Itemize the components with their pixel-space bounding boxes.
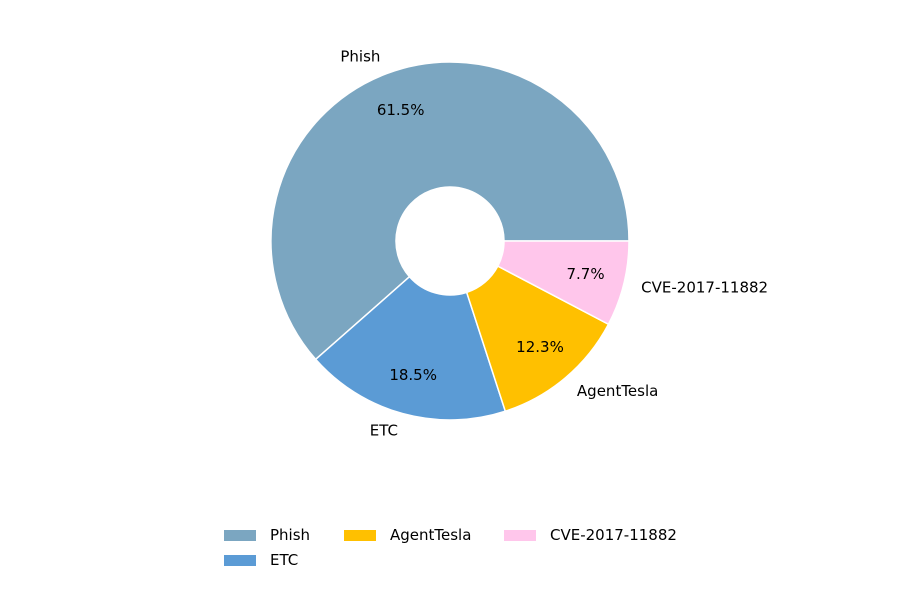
legend-swatch [344,529,376,541]
legend-item-etc: ETC [224,551,344,569]
pie-labels: Phish 61.5% ETC 18.5% AgentTesla 12.3% CVE-201… [340,47,768,439]
legend-swatch [224,529,256,541]
pie-slice-agenttesla [465,265,610,413]
legend-swatch [504,529,536,541]
pie-slice-etc [314,275,507,421]
legend-item-phish: Phish [224,526,344,544]
slice-pct-phish: 61.5% [377,101,425,119]
pie-slices [270,61,630,421]
legend: Phish AgentTesla CVE-2017-11882 ETC [224,526,684,569]
legend-item-cve-2017-11882: CVE-2017-11882 [504,526,684,544]
legend-swatch [224,554,256,566]
legend-label: AgentTesla [390,526,472,544]
slice-pct-agenttesla: 12.3% [516,338,564,356]
legend-item-agenttesla: AgentTesla [344,526,504,544]
pie-slice-phish [270,61,630,361]
pie-slice-cve-2017-11882 [496,240,630,326]
legend-label: ETC [270,551,299,569]
legend-label: Phish [270,526,311,544]
slice-label-phish: Phish [340,47,380,65]
slice-pct-cve-2017-11882: 7.7% [567,265,605,283]
legend-label: CVE-2017-11882 [550,526,677,544]
slice-pct-etc: 18.5% [389,366,437,384]
slice-label-cve-2017-11882: CVE-2017-11882 [641,279,768,297]
slice-label-agenttesla: AgentTesla [577,382,658,400]
slice-label-etc: ETC [370,421,398,439]
